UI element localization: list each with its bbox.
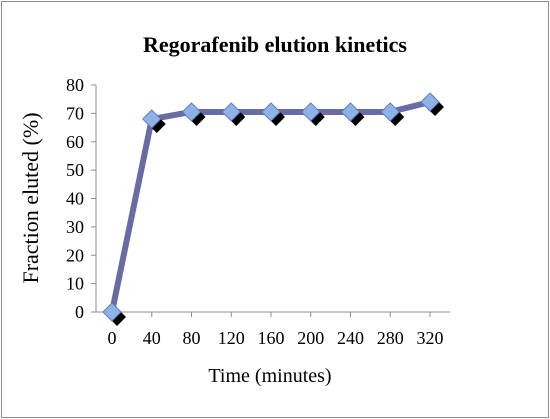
x-tick-label: 240 [337,328,364,348]
x-tick-label: 120 [218,328,245,348]
y-tick-label: 40 [66,189,84,209]
data-point [420,92,440,112]
data-point [221,102,241,122]
data-point [142,109,162,129]
data-point [181,102,202,122]
y-axis-label: Fraction eluted (%) [18,112,43,283]
x-axis-label: Time (minutes) [208,365,331,387]
y-tick-label: 30 [66,217,84,237]
data-point [380,102,400,122]
y-tick-label: 50 [66,160,84,180]
y-tick-label: 0 [75,302,84,322]
x-tick-label: 280 [377,328,404,348]
series-markers [102,92,444,326]
y-tick-label: 70 [66,103,84,123]
y-ticks: 0 10 20 30 40 50 60 70 80 [66,75,96,322]
data-point [340,102,361,122]
x-tick-label: 0 [108,328,117,348]
data-point [102,302,122,322]
x-tick-label: 320 [417,328,444,348]
x-tick-label: 40 [143,328,161,348]
data-point [301,102,321,122]
data-point [261,102,281,122]
y-tick-label: 60 [66,132,84,152]
y-tick-label: 10 [66,274,84,294]
chart-title: Regorafenib elution kinetics [143,32,407,57]
x-tick-label: 80 [183,328,201,348]
x-ticks: 0 40 80 120 160 200 240 280 320 [108,312,444,348]
y-tick-label: 80 [66,75,84,95]
y-tick-label: 20 [66,245,84,265]
x-tick-label: 200 [297,328,324,348]
x-tick-label: 160 [258,328,285,348]
